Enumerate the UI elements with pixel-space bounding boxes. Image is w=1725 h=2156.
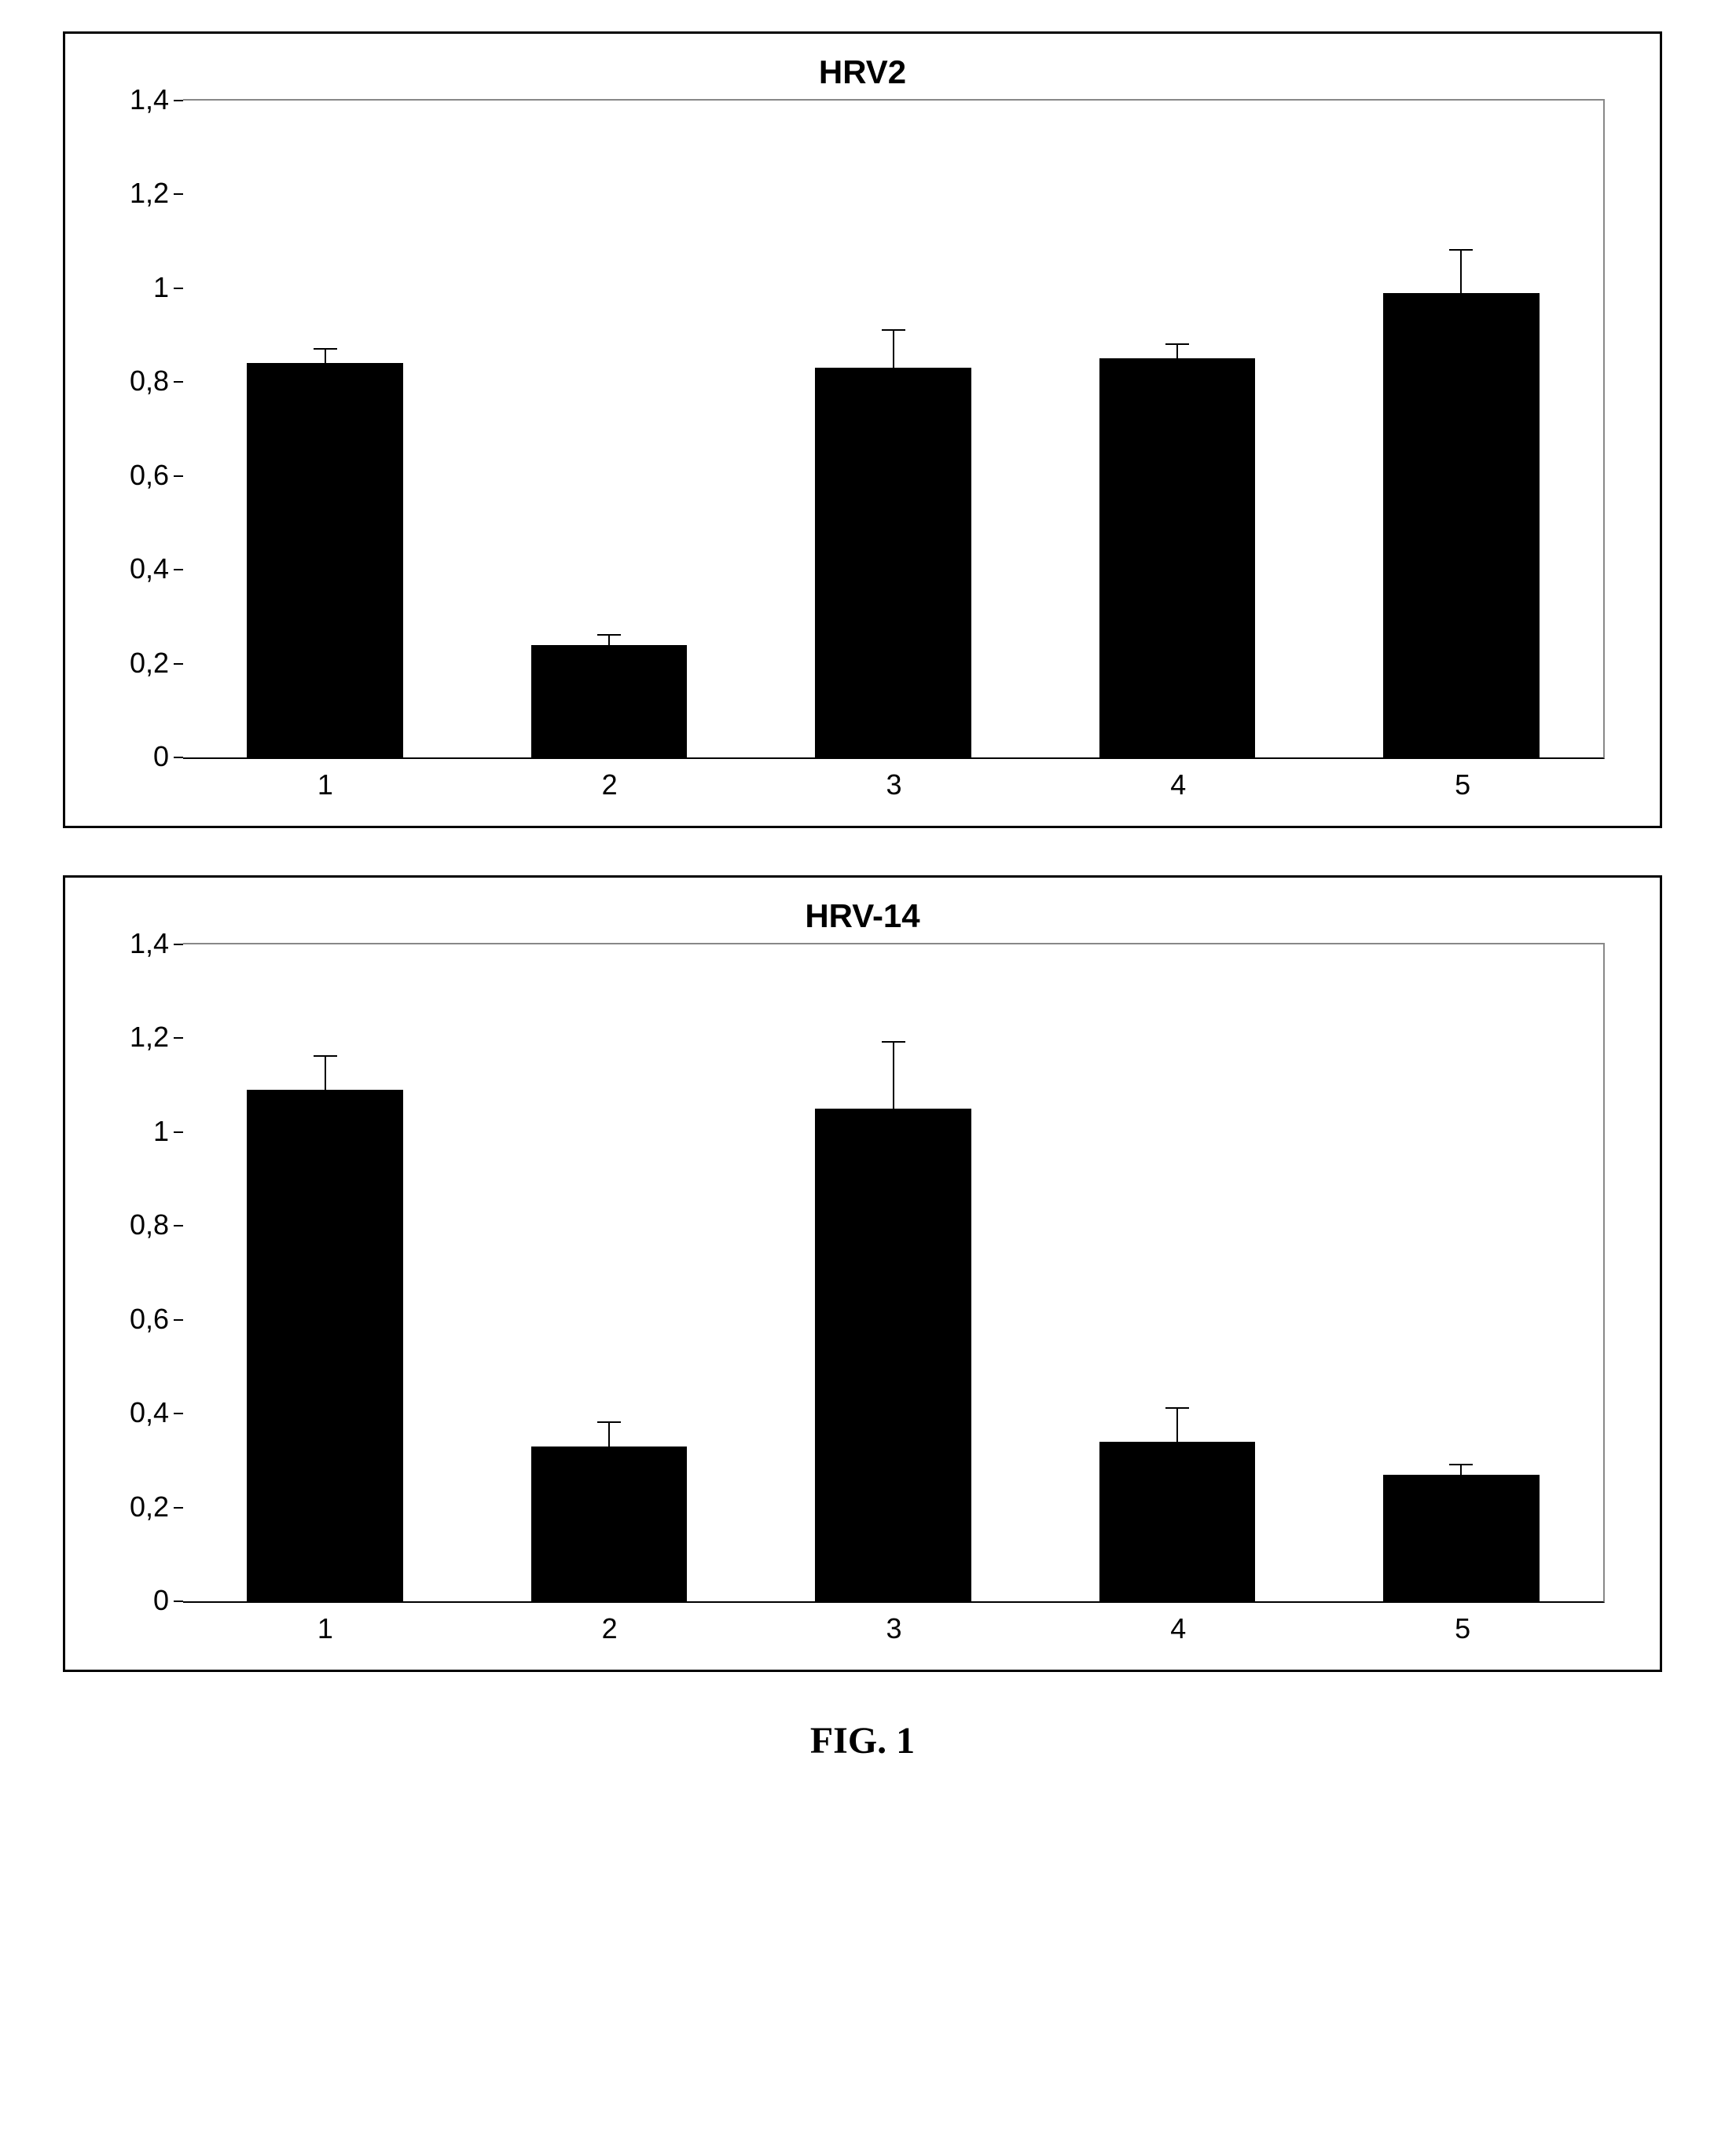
error-bar	[893, 1043, 894, 1109]
y-tick-mark	[174, 1037, 183, 1039]
bars-layer	[183, 101, 1603, 757]
y-tick-label: 1	[153, 271, 169, 304]
error-cap	[882, 1041, 905, 1043]
plot-area: 00,20,40,60,811,21,4	[183, 943, 1605, 1603]
chart-container: 00,20,40,60,811,21,4 1 2 3 4 5	[183, 99, 1605, 806]
y-tick-label: 0,8	[130, 365, 169, 398]
error-bar	[325, 350, 326, 364]
y-tick-label: 0,6	[130, 459, 169, 492]
x-tick-mark	[1177, 750, 1179, 759]
y-tick-mark	[174, 757, 183, 758]
x-tick-mark	[609, 1593, 611, 1603]
y-tick-label: 1,2	[130, 1021, 169, 1054]
x-labels: 1 2 3 4 5	[183, 759, 1605, 806]
chart-panel-hrv14: HRV-1400,20,40,60,811,21,412345	[63, 875, 1662, 1672]
y-tick-mark	[174, 1413, 183, 1414]
bar	[531, 645, 688, 757]
y-tick-mark	[174, 288, 183, 289]
y-tick-label: 0,4	[130, 1396, 169, 1429]
y-tick-label: 1,2	[130, 177, 169, 210]
y-tick-label: 1	[153, 1115, 169, 1148]
x-tick-label: 3	[886, 768, 901, 801]
y-tick-mark	[174, 663, 183, 665]
bar	[247, 363, 403, 757]
bar	[1099, 1442, 1256, 1601]
bar	[1383, 1475, 1540, 1601]
error-bar	[608, 636, 610, 645]
bars-layer	[183, 944, 1603, 1601]
error-cap	[597, 1421, 621, 1423]
y-tick-label: 0,2	[130, 1490, 169, 1524]
error-cap	[1449, 1464, 1473, 1465]
x-tick-mark	[325, 750, 326, 759]
y-tick-label: 1,4	[130, 83, 169, 116]
y-tick-label: 1,4	[130, 927, 169, 960]
y-tick-mark	[174, 381, 183, 383]
error-bar	[1176, 1409, 1178, 1442]
y-tick-mark	[174, 475, 183, 477]
x-tick-mark	[1462, 750, 1463, 759]
bar	[815, 368, 971, 757]
plot-area: 00,20,40,60,811,21,4	[183, 99, 1605, 759]
bar	[1383, 293, 1540, 757]
error-bar	[325, 1057, 326, 1090]
y-tick-label: 0	[153, 1584, 169, 1617]
y-tick-label: 0,8	[130, 1208, 169, 1241]
error-cap	[314, 1055, 337, 1057]
chart-panel-hrv2: HRV200,20,40,60,811,21,412345	[63, 31, 1662, 828]
y-tick-label: 0,4	[130, 552, 169, 585]
x-tick-label: 1	[317, 768, 333, 801]
x-tick-mark	[894, 1593, 895, 1603]
x-tick-mark	[609, 750, 611, 759]
error-cap	[597, 634, 621, 636]
y-tick-label: 0,2	[130, 647, 169, 680]
x-tick-mark	[1462, 1593, 1463, 1603]
y-tick-mark	[174, 1600, 183, 1602]
error-cap	[1165, 1407, 1189, 1409]
x-tick-label: 2	[602, 1612, 618, 1645]
y-tick-mark	[174, 100, 183, 101]
x-tick-mark	[325, 1593, 326, 1603]
y-tick-label: 0	[153, 740, 169, 773]
error-cap	[1449, 249, 1473, 251]
error-bar	[1460, 1465, 1462, 1475]
error-bar	[608, 1423, 610, 1446]
error-bar	[893, 331, 894, 368]
x-tick-mark	[894, 750, 895, 759]
error-bar	[1460, 251, 1462, 293]
y-tick-mark	[174, 1507, 183, 1509]
bar	[247, 1090, 403, 1601]
y-tick-mark	[174, 944, 183, 945]
x-tick-mark	[1177, 1593, 1179, 1603]
y-tick-mark	[174, 1131, 183, 1133]
error-cap	[1165, 343, 1189, 345]
x-tick-label: 3	[886, 1612, 901, 1645]
figure-caption: FIG. 1	[63, 1719, 1662, 1762]
x-tick-label: 2	[602, 768, 618, 801]
error-bar	[1176, 345, 1178, 359]
y-tick-mark	[174, 1319, 183, 1321]
y-tick-mark	[174, 1225, 183, 1226]
y-tick-label: 0,6	[130, 1303, 169, 1336]
bar	[815, 1109, 971, 1601]
x-labels: 1 2 3 4 5	[183, 1603, 1605, 1650]
y-tick-mark	[174, 193, 183, 195]
y-tick-mark	[174, 569, 183, 570]
chart-title: HRV2	[89, 53, 1636, 91]
x-tick-label: 1	[317, 1612, 333, 1645]
x-tick-label: 4	[1170, 768, 1186, 801]
bar	[1099, 358, 1256, 757]
error-cap	[882, 329, 905, 331]
x-tick-label: 5	[1455, 1612, 1470, 1645]
chart-container: 00,20,40,60,811,21,4 1 2 3 4 5	[183, 943, 1605, 1650]
bar	[531, 1446, 688, 1601]
chart-title: HRV-14	[89, 897, 1636, 935]
x-tick-label: 4	[1170, 1612, 1186, 1645]
x-tick-label: 5	[1455, 768, 1470, 801]
error-cap	[314, 348, 337, 350]
